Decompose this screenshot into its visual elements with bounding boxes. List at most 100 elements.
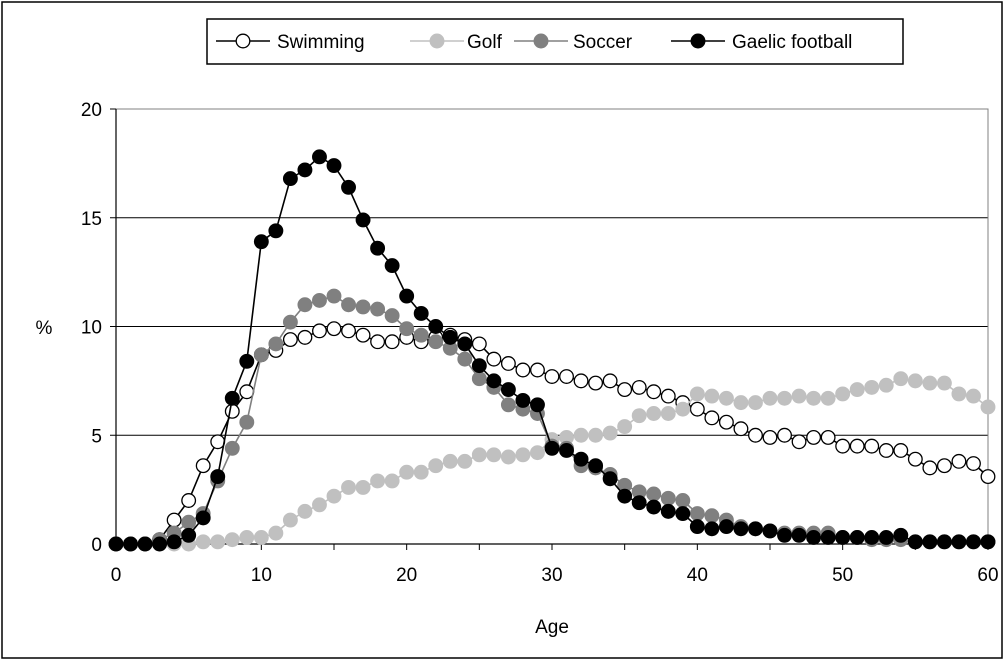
- data-point-golf: [806, 390, 822, 406]
- data-point-soccer: [675, 493, 691, 508]
- axes: 0 5 10 15 20 0 10 20 30 40 50 60: [81, 100, 999, 586]
- y-axis-label: %: [36, 318, 53, 339]
- data-point-swimming: [530, 362, 545, 378]
- data-point-golf: [195, 534, 211, 550]
- data-point-soccer: [239, 414, 255, 430]
- y-tick-label: 5: [91, 426, 102, 447]
- data-point-gaelic-football: [849, 530, 865, 545]
- x-tick-label: 50: [832, 565, 853, 586]
- data-point-golf: [820, 390, 836, 406]
- data-point-swimming: [980, 469, 996, 485]
- data-point-swimming: [370, 334, 386, 350]
- data-point-gaelic-football: [457, 336, 473, 352]
- data-point-gaelic-football: [428, 319, 444, 334]
- data-point-swimming: [907, 451, 923, 467]
- data-point-golf: [239, 530, 255, 545]
- data-point-golf: [297, 503, 313, 519]
- data-point-golf: [384, 473, 400, 489]
- data-point-swimming: [588, 375, 604, 391]
- data-point-golf: [835, 386, 851, 402]
- y-tick-label: 15: [81, 209, 102, 230]
- data-point-swimming: [544, 369, 560, 384]
- data-point-gaelic-football: [108, 536, 124, 552]
- data-point-golf: [399, 464, 415, 480]
- data-point-gaelic-football: [312, 149, 327, 165]
- data-point-gaelic-football: [282, 171, 298, 187]
- data-point-gaelic-football: [370, 240, 386, 256]
- data-point-golf: [791, 388, 807, 404]
- legend-item-golf: Golf: [410, 32, 503, 53]
- data-point-gaelic-football: [195, 510, 211, 526]
- legend-label-golf: Golf: [467, 32, 503, 53]
- data-point-soccer: [457, 351, 473, 367]
- data-point-gaelic-football: [341, 179, 356, 195]
- data-point-swimming: [341, 323, 356, 339]
- data-point-swimming: [181, 493, 197, 508]
- data-point-gaelic-football: [602, 471, 618, 487]
- data-point-swimming: [573, 373, 589, 389]
- data-point-gaelic-football: [588, 458, 604, 474]
- data-point-soccer: [312, 292, 327, 308]
- legend-label-swimming: Swimming: [277, 32, 365, 53]
- data-point-gaelic-football: [384, 258, 400, 274]
- legend-label-soccer: Soccer: [573, 32, 633, 53]
- data-point-gaelic-football: [951, 534, 967, 550]
- data-point-golf: [602, 425, 618, 441]
- legend-marker-golf: [429, 33, 445, 49]
- data-point-gaelic-football: [718, 519, 734, 535]
- data-point-golf: [907, 373, 923, 389]
- legend-item-gaelic-football: Gaelic football: [671, 32, 852, 53]
- data-point-golf: [355, 480, 371, 495]
- data-point-swimming: [646, 384, 662, 400]
- data-point-golf: [878, 377, 894, 393]
- data-point-swimming: [733, 421, 749, 437]
- data-point-swimming: [762, 429, 778, 445]
- x-tick-label: 30: [541, 565, 562, 586]
- legend-marker-soccer: [533, 33, 549, 49]
- data-point-golf: [617, 419, 633, 435]
- data-point-gaelic-football: [239, 353, 255, 369]
- series-gaelic-football: [108, 149, 996, 552]
- data-point-soccer: [399, 321, 415, 337]
- data-point-golf: [515, 447, 531, 463]
- x-axis-label: Age: [535, 617, 569, 638]
- data-point-swimming: [966, 456, 981, 471]
- data-point-gaelic-football: [152, 536, 168, 552]
- data-point-golf: [675, 401, 691, 417]
- data-point-gaelic-football: [544, 440, 560, 456]
- data-point-soccer: [181, 514, 197, 530]
- data-point-golf: [777, 390, 792, 406]
- y-tick-label: 20: [81, 100, 102, 121]
- data-point-soccer: [660, 490, 676, 506]
- x-tick-label: 20: [396, 565, 417, 586]
- data-point-swimming: [224, 403, 240, 419]
- data-point-swimming: [748, 427, 763, 443]
- data-point-golf: [733, 395, 749, 411]
- data-point-golf: [268, 525, 284, 541]
- data-point-gaelic-football: [500, 382, 516, 398]
- y-tick-label: 0: [91, 535, 102, 556]
- legend-item-swimming: Swimming: [216, 32, 365, 53]
- data-point-gaelic-football: [660, 503, 676, 519]
- data-point-swimming: [951, 453, 967, 469]
- data-point-swimming: [312, 323, 327, 339]
- data-point-swimming: [936, 458, 952, 474]
- data-point-gaelic-football: [137, 536, 153, 552]
- data-point-swimming: [559, 369, 574, 384]
- data-point-gaelic-football: [631, 495, 647, 511]
- data-point-gaelic-football: [748, 521, 763, 537]
- data-point-swimming: [486, 351, 502, 367]
- data-point-gaelic-football: [486, 373, 502, 389]
- data-point-swimming: [878, 443, 894, 458]
- data-point-gaelic-football: [326, 158, 342, 174]
- data-point-golf: [500, 449, 516, 465]
- data-point-swimming: [384, 334, 400, 350]
- data-point-swimming: [297, 329, 313, 345]
- data-point-gaelic-football: [806, 530, 822, 545]
- data-point-swimming: [282, 332, 298, 348]
- data-point-soccer: [704, 508, 720, 524]
- data-point-swimming: [515, 362, 531, 378]
- data-point-golf: [718, 390, 734, 406]
- data-point-golf: [326, 488, 342, 504]
